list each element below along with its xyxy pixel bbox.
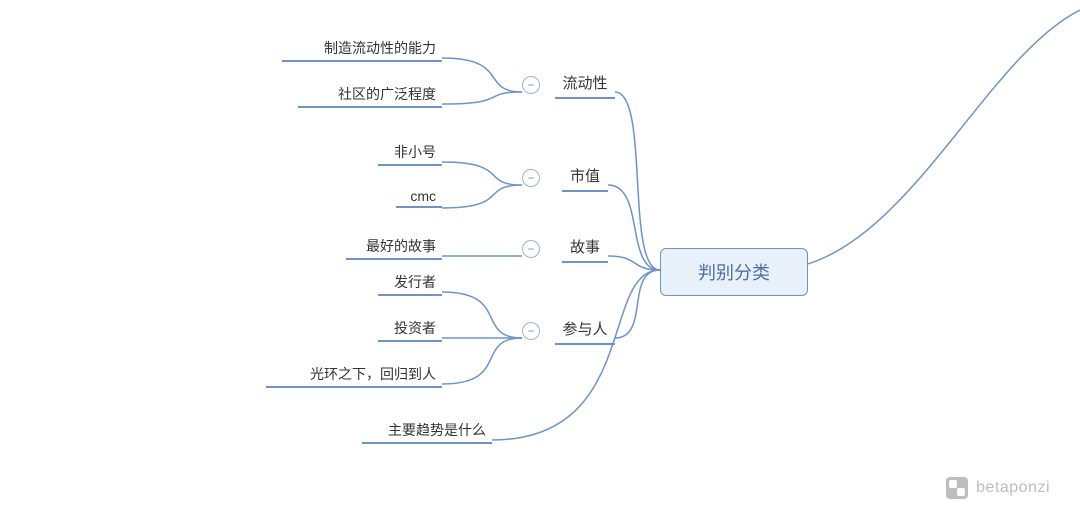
- branch-underline: [555, 97, 615, 99]
- branch-node[interactable]: 流动性: [555, 72, 615, 99]
- branch-label: 故事: [562, 236, 608, 261]
- branch-node[interactable]: 市值: [562, 165, 608, 192]
- branch-node[interactable]: 参与人: [555, 318, 615, 345]
- leaf-underline: [378, 164, 442, 166]
- collapse-icon[interactable]: −: [522, 322, 540, 340]
- leaf-label: 光环之下，回归到人: [266, 364, 442, 386]
- leaf-underline: [282, 60, 442, 62]
- branch-node[interactable]: 故事: [562, 236, 608, 263]
- leaf-underline: [378, 340, 442, 342]
- leaf-label: 最好的故事: [346, 236, 442, 258]
- wechat-icon: [946, 477, 968, 499]
- leaf-underline: [396, 206, 442, 208]
- collapse-icon[interactable]: −: [522, 240, 540, 258]
- leaf-node[interactable]: 发行者: [378, 272, 442, 296]
- leaf-node[interactable]: 主要趋势是什么: [362, 420, 492, 444]
- leaf-node[interactable]: 社区的广泛程度: [298, 84, 442, 108]
- leaf-label: 非小号: [378, 142, 442, 164]
- leaf-label: 制造流动性的能力: [282, 38, 442, 60]
- leaf-node[interactable]: cmc: [396, 188, 442, 208]
- leaf-label: 投资者: [378, 318, 442, 340]
- leaf-node[interactable]: 制造流动性的能力: [282, 38, 442, 62]
- branch-underline: [562, 190, 608, 192]
- leaf-underline: [378, 294, 442, 296]
- watermark-text: betaponzi: [976, 479, 1050, 497]
- collapse-icon[interactable]: −: [522, 169, 540, 187]
- branch-label: 流动性: [555, 72, 615, 97]
- root-node[interactable]: 判别分类: [660, 248, 808, 296]
- branch-label: 参与人: [555, 318, 615, 343]
- leaf-underline: [266, 386, 442, 388]
- leaf-label: 社区的广泛程度: [298, 84, 442, 106]
- leaf-label: 主要趋势是什么: [362, 420, 492, 442]
- leaf-node[interactable]: 投资者: [378, 318, 442, 342]
- watermark: betaponzi: [946, 477, 1050, 499]
- leaf-underline: [362, 442, 492, 444]
- branch-underline: [555, 343, 615, 345]
- leaf-underline: [346, 258, 442, 260]
- edge-layer: [0, 0, 1080, 517]
- leaf-node[interactable]: 光环之下，回归到人: [266, 364, 442, 388]
- collapse-icon[interactable]: −: [522, 76, 540, 94]
- branch-underline: [562, 261, 608, 263]
- leaf-underline: [298, 106, 442, 108]
- leaf-label: 发行者: [378, 272, 442, 294]
- leaf-node[interactable]: 非小号: [378, 142, 442, 166]
- branch-label: 市值: [562, 165, 608, 190]
- leaf-node[interactable]: 最好的故事: [346, 236, 442, 260]
- leaf-label: cmc: [396, 188, 442, 206]
